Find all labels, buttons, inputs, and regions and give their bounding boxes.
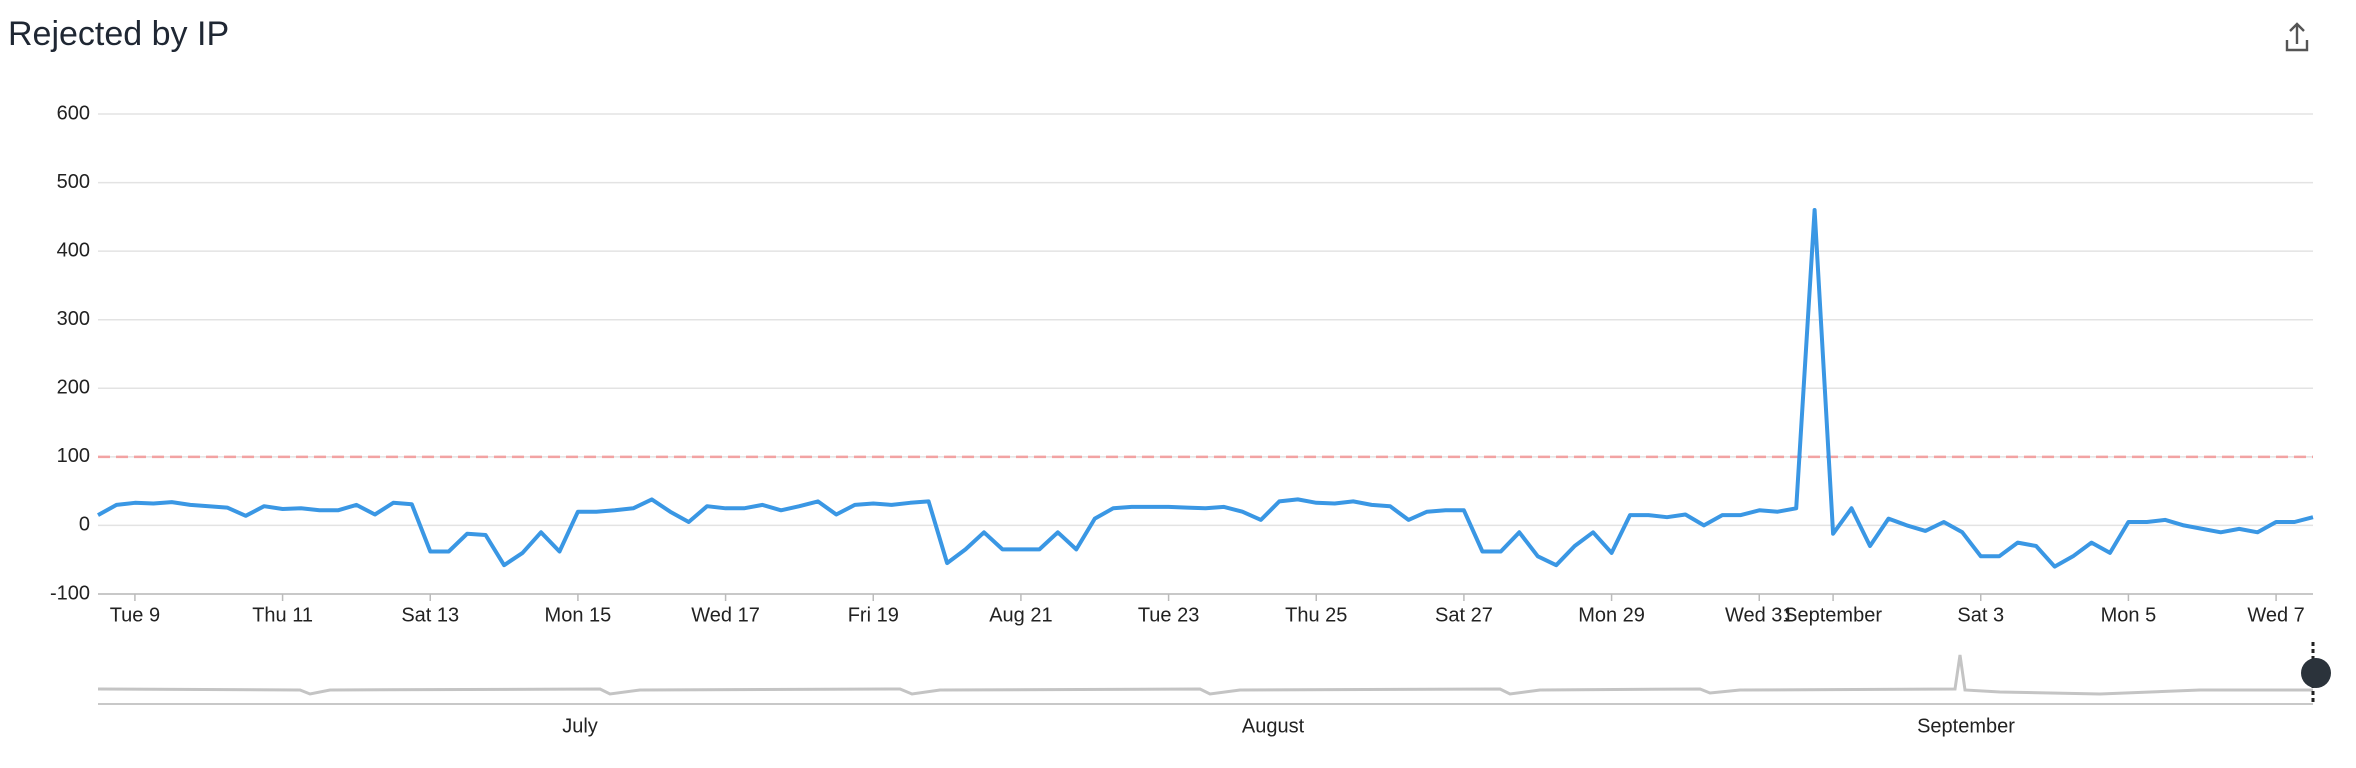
y-tick-label: 100 [57,445,90,467]
x-tick-label: Sat 13 [401,604,459,626]
navigator-line [97,654,2313,696]
navigator-label: September [1917,715,2015,737]
plot-area: -100 0 100 200 300 400 500 600 Tue 9 Thu 11 Sat 13… [50,102,2314,626]
navigator-handle[interactable] [2301,658,2331,688]
y-tick-label: 0 [79,514,90,536]
chart-title: Rejected by IP [8,15,229,53]
x-tick-label: Tue 9 [110,604,160,626]
navigator[interactable]: July August September [97,642,2331,737]
y-tick-label: -100 [50,582,90,604]
y-tick-label: 200 [57,377,90,399]
x-tick-label: Mon 5 [2101,604,2157,626]
x-tick-label: Wed 17 [691,604,760,626]
navigator-label: July [562,715,598,737]
x-tick-label: Mon 29 [1578,604,1645,626]
x-tick-label: Wed 7 [2247,604,2304,626]
x-tick-label: Thu 25 [1285,604,1347,626]
x-tick-label: September [1784,604,1882,626]
y-tick-label: 500 [57,171,90,193]
y-tick-label: 300 [57,308,90,330]
export-button[interactable] [2285,22,2309,52]
export-icon [2285,22,2309,52]
x-tick-label: Aug 21 [989,604,1052,626]
x-tick-label: Sat 27 [1435,604,1493,626]
navigator-label: August [1242,715,1305,737]
x-tick-label: Sat 3 [1957,604,2004,626]
y-tick-label: 400 [57,239,90,261]
x-tick-label: Thu 11 [252,604,313,626]
y-tick-label: 600 [57,102,90,124]
x-tick-label: Tue 23 [1138,604,1200,626]
x-tick-label: Wed 31 [1725,604,1794,626]
data-line [97,208,2314,569]
x-tick-label: Fri 19 [848,604,899,626]
x-tick-label: Mon 15 [545,604,612,626]
